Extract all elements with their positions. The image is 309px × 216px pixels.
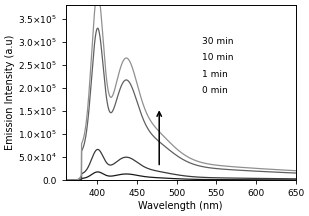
Text: 1 min: 1 min [202,70,228,79]
X-axis label: Wavelength (nm): Wavelength (nm) [138,201,223,211]
Text: 0 min: 0 min [202,86,228,95]
Y-axis label: Emission Intensity (a.u): Emission Intensity (a.u) [5,35,15,150]
Text: 30 min: 30 min [202,37,234,46]
Text: 10 min: 10 min [202,54,234,62]
